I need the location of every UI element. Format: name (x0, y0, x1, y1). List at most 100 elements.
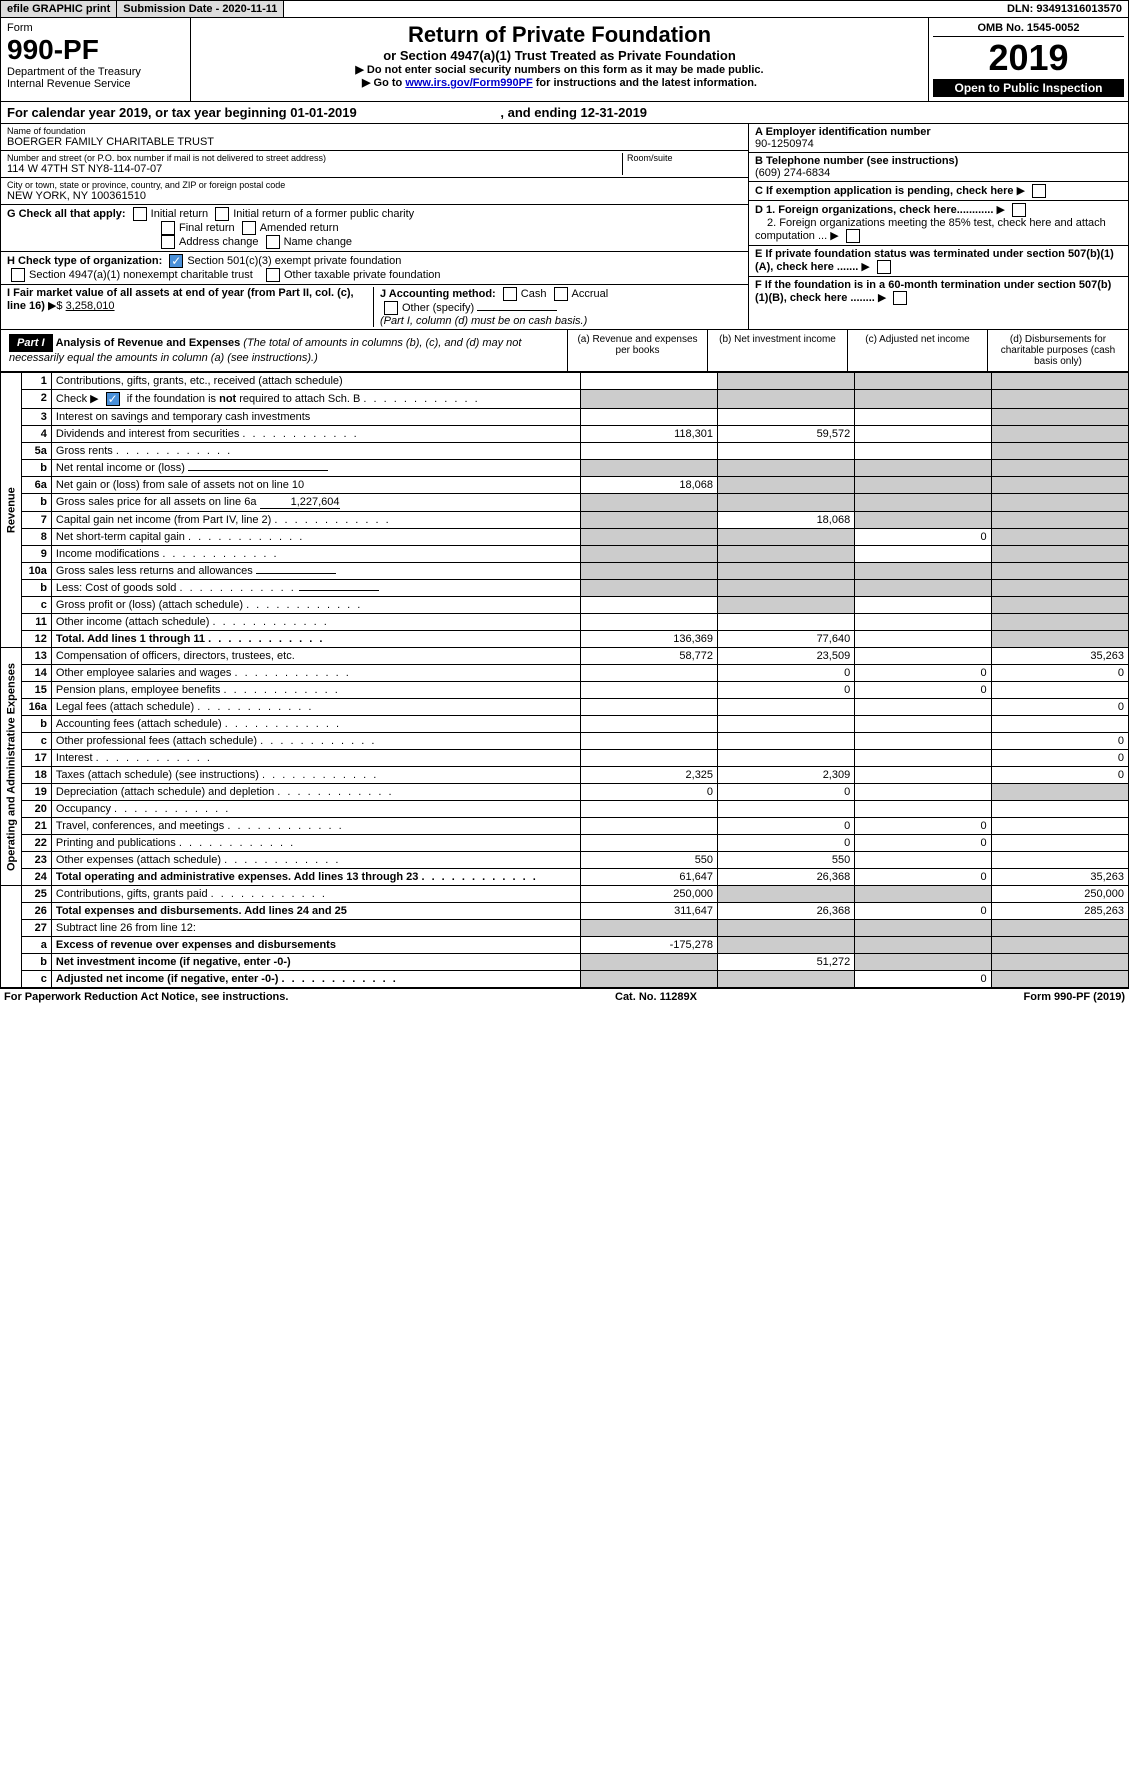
form-ref: Form 990-PF (2019) (1024, 991, 1125, 1003)
line-9: Income modifications (56, 548, 159, 560)
line-8: Net short-term capital gain (56, 531, 185, 543)
val-27c: 0 (855, 971, 991, 988)
g-opt-1: Initial return of a former public charit… (233, 208, 414, 220)
line-16a: Legal fees (attach schedule) (56, 701, 194, 713)
page-footer: For Paperwork Reduction Act Notice, see … (0, 988, 1129, 1005)
line-4: Dividends and interest from securities (56, 428, 239, 440)
val-6a: 18,068 (580, 477, 717, 494)
form-subtitle: or Section 4947(a)(1) Trust Treated as P… (199, 48, 920, 63)
table-row: 26Total expenses and disbursements. Add … (1, 903, 1129, 920)
table-row: 27Subtract line 26 from line 12: (1, 920, 1129, 937)
d2-label: 2. Foreign organizations meeting the 85%… (755, 217, 1106, 242)
dept-treasury: Department of the Treasury (7, 66, 184, 78)
val-19b: 0 (718, 784, 855, 801)
form-title: Return of Private Foundation (199, 22, 920, 48)
table-row: aExcess of revenue over expenses and dis… (1, 937, 1129, 954)
table-row: 6aNet gain or (loss) from sale of assets… (1, 477, 1129, 494)
foundation-name: BOERGER FAMILY CHARITABLE TRUST (7, 136, 742, 148)
table-row: 12Total. Add lines 1 through 11 136,3697… (1, 631, 1129, 648)
val-27b: 51,272 (718, 954, 855, 971)
g-opt-2: Final return (179, 222, 235, 234)
chk-other-taxable[interactable] (266, 268, 280, 282)
chk-initial-return[interactable] (133, 207, 147, 221)
revenue-label: Revenue (1, 373, 22, 648)
table-row: bAccounting fees (attach schedule) (1, 716, 1129, 733)
val-21c: 0 (855, 818, 991, 835)
j-accrual: Accrual (572, 288, 609, 300)
table-row: 19Depreciation (attach schedule) and dep… (1, 784, 1129, 801)
j-other: Other (specify) (402, 302, 474, 314)
val-14b: 0 (718, 665, 855, 682)
table-row: 23Other expenses (attach schedule) 55055… (1, 852, 1129, 869)
h-opt-1: Section 4947(a)(1) nonexempt charitable … (29, 269, 253, 281)
table-row: 7Capital gain net income (from Part IV, … (1, 512, 1129, 529)
chk-final[interactable] (161, 221, 175, 235)
entity-info: Name of foundation BOERGER FAMILY CHARIT… (0, 124, 1129, 330)
col-a-hdr: (a) Revenue and expenses per books (568, 330, 708, 371)
val-16ad: 0 (991, 699, 1128, 716)
line-27c: Adjusted net income (if negative, enter … (56, 973, 278, 985)
table-row: 24Total operating and administrative exp… (1, 869, 1129, 886)
chk-c[interactable] (1032, 184, 1046, 198)
col-b-hdr: (b) Net investment income (708, 330, 848, 371)
val-23b: 550 (718, 852, 855, 869)
chk-other-method[interactable] (384, 301, 398, 315)
table-row: 15Pension plans, employee benefits 00 (1, 682, 1129, 699)
table-row: 5aGross rents (1, 443, 1129, 460)
section-g: G Check all that apply: Initial return I… (1, 205, 748, 252)
val-26b: 26,368 (718, 903, 855, 920)
line-20: Occupancy (56, 803, 111, 815)
chk-cash[interactable] (503, 287, 517, 301)
line-13: Compensation of officers, directors, tru… (51, 648, 580, 665)
val-18b: 2,309 (718, 767, 855, 784)
val-18a: 2,325 (580, 767, 717, 784)
tel-label: B Telephone number (see instructions) (755, 155, 1122, 167)
efile-print-button[interactable]: efile GRAPHIC print (1, 1, 117, 17)
val-24a: 61,647 (580, 869, 717, 886)
line-1: Contributions, gifts, grants, etc., rece… (51, 373, 580, 390)
chk-amended[interactable] (242, 221, 256, 235)
part1-label: Part I (9, 334, 53, 352)
irs-link[interactable]: www.irs.gov/Form990PF (405, 77, 532, 89)
cal-begin: 01-01-2019 (290, 105, 357, 120)
line-6b: Gross sales price for all assets on line… (56, 496, 257, 508)
chk-accrual[interactable] (554, 287, 568, 301)
instruction-2: ▶ Go to www.irs.gov/Form990PF for instru… (199, 76, 920, 89)
g-opt-5: Name change (284, 236, 353, 248)
chk-f[interactable] (893, 291, 907, 305)
line-10b: Less: Cost of goods sold (56, 582, 176, 594)
table-row: 10aGross sales less returns and allowanc… (1, 563, 1129, 580)
g-label: G Check all that apply: (7, 208, 126, 220)
submission-date: Submission Date - 2020-11-11 (117, 1, 284, 17)
ein-label: A Employer identification number (755, 126, 1122, 138)
line-19: Depreciation (attach schedule) and deple… (56, 786, 274, 798)
telephone: (609) 274-6834 (755, 167, 1122, 179)
dln: DLN: 93491316013570 (1001, 1, 1128, 17)
chk-sch-b[interactable] (106, 392, 120, 406)
j-note: (Part I, column (d) must be on cash basi… (380, 315, 587, 327)
open-public: Open to Public Inspection (933, 79, 1124, 97)
irs-label: Internal Revenue Service (7, 78, 184, 90)
chk-addr-change[interactable] (161, 235, 175, 249)
val-26a: 311,647 (580, 903, 717, 920)
chk-e[interactable] (877, 260, 891, 274)
addr-label: Number and street (or P.O. box number if… (7, 153, 622, 163)
table-row: 9Income modifications (1, 546, 1129, 563)
part1-table: Revenue 1Contributions, gifts, grants, e… (0, 372, 1129, 988)
fair-market-value: 3,258,010 (66, 300, 115, 312)
chk-501c3[interactable] (169, 254, 183, 268)
chk-name-change[interactable] (266, 235, 280, 249)
chk-4947[interactable] (11, 268, 25, 282)
val-13b: 23,509 (718, 648, 855, 665)
chk-d1[interactable] (1012, 203, 1026, 217)
table-row: 16aLegal fees (attach schedule) 0 (1, 699, 1129, 716)
form-word: Form (7, 22, 184, 34)
chk-initial-former[interactable] (215, 207, 229, 221)
line-5a: Gross rents (56, 445, 113, 457)
chk-d2[interactable] (846, 229, 860, 243)
line-21: Travel, conferences, and meetings (56, 820, 224, 832)
j-cash: Cash (521, 288, 547, 300)
val-17d: 0 (991, 750, 1128, 767)
val-7b: 18,068 (718, 512, 855, 529)
val-14d: 0 (991, 665, 1128, 682)
